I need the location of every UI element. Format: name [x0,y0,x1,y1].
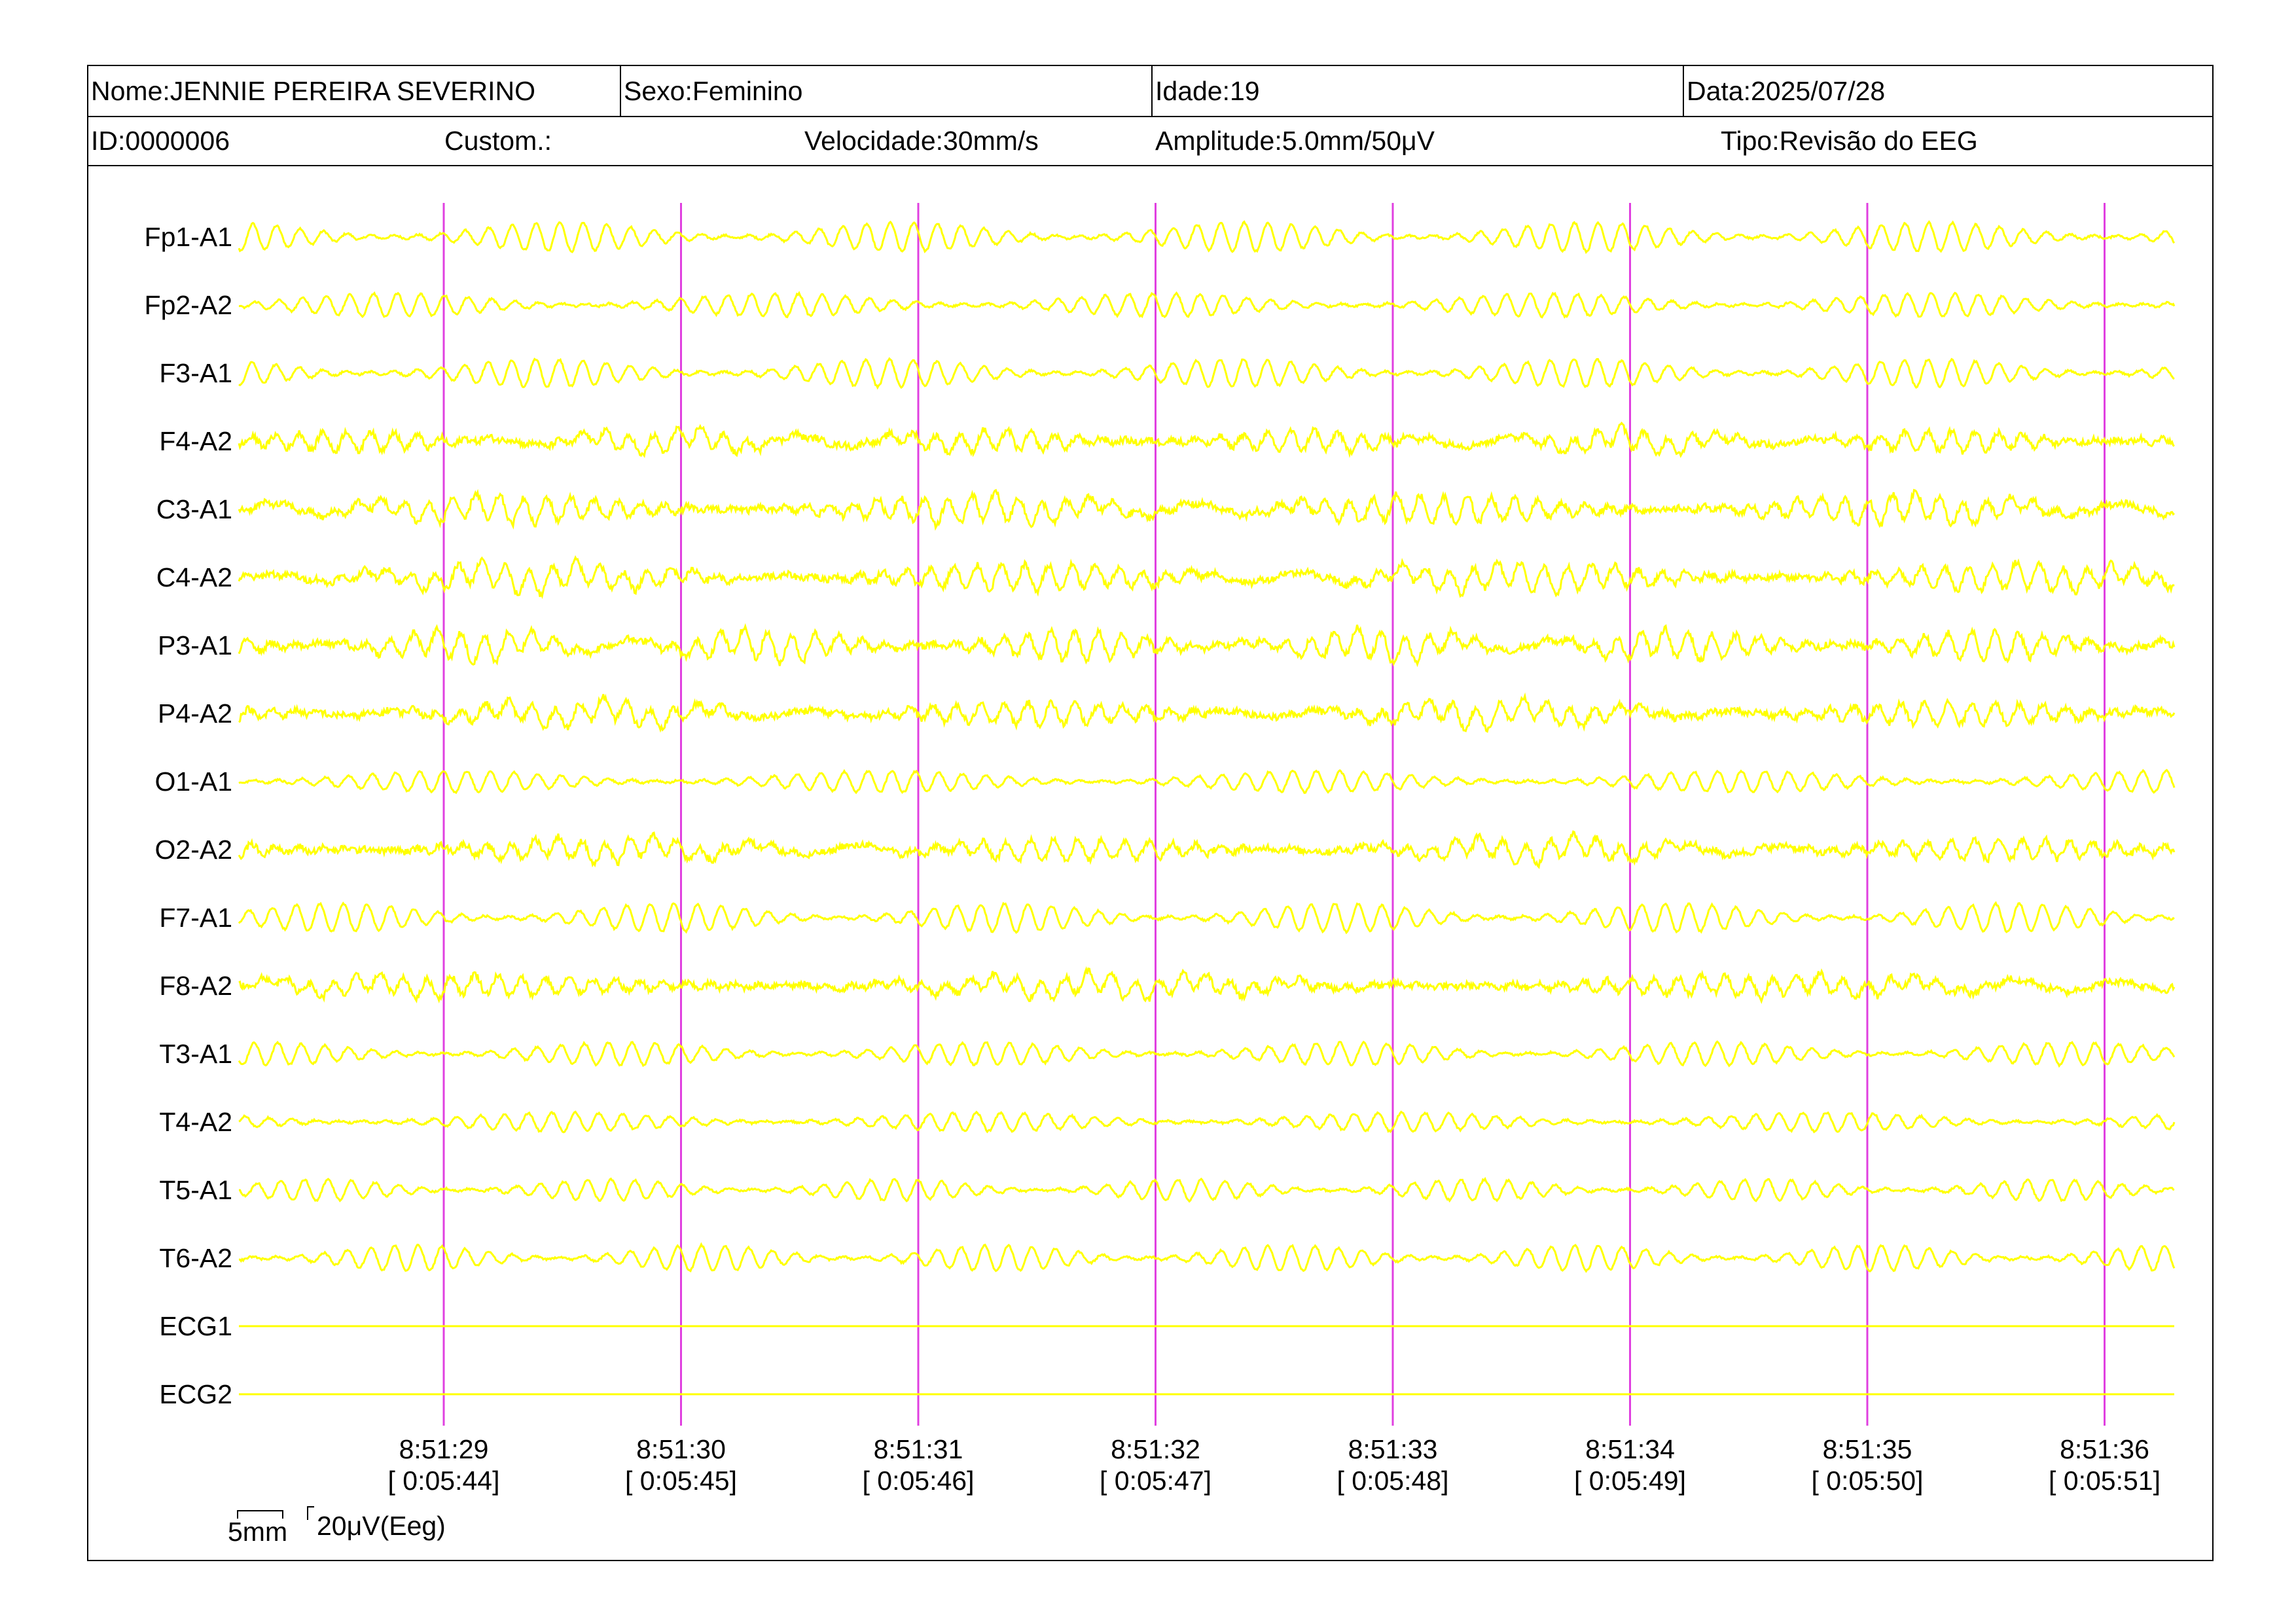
channel-label: ECG2 [159,1379,232,1409]
channel-label: Fp1-A1 [145,222,232,252]
eeg-trace [238,555,2175,600]
eeg-trace [238,488,2175,531]
eeg-trace [238,291,2176,319]
tick-elapsed-label: [ 0:05:46] [863,1466,975,1496]
channel-label: T6-A2 [159,1243,232,1273]
eeg-trace [239,1242,2176,1273]
eeg-trace [238,623,2176,668]
scale-bar: 5mm 20μV(Eeg) [228,1506,446,1547]
second-markers [442,203,2106,1426]
eeg-trace [238,220,2176,255]
eeg-trace [238,768,2176,795]
channel-label: O1-A1 [155,767,233,797]
eeg-trace [239,1176,2175,1203]
tick-elapsed-label: [ 0:05:49] [1574,1466,1686,1496]
eeg-trace [238,421,2175,458]
channel-labels: Fp1-A1 Fp2-A2 F3-A1 F4-A2 C3-A1 C4-A2 P3-A1 P4-… [145,222,232,1409]
paper-speed: Velocidade:30mm/s [804,126,1039,156]
amplitude-setting: Amplitude:5.0mm/50μV [1155,126,1435,156]
tick-time-label: 8:51:29 [399,1434,489,1464]
time-scale-bracket-icon [237,1510,283,1519]
eeg-traces [238,220,2176,1396]
exam-date: Data:2025/07/28 [1687,75,1886,106]
channel-label: Fp2-A2 [145,290,232,320]
tick-elapsed-label: [ 0:05:47] [1100,1466,1211,1496]
tick-time-label: 8:51:34 [1585,1434,1675,1464]
channel-label: P4-A2 [158,698,232,729]
channel-label: C3-A1 [156,494,232,524]
channel-label: C4-A2 [156,562,232,592]
tick-time-label: 8:51:32 [1111,1434,1200,1464]
channel-label: T5-A1 [159,1175,232,1205]
header-row-2: ID:0000006 Custom.: Velocidade:30mm/s Am… [88,117,2212,166]
review-type: Tipo:Revisão do EEG [1721,126,1978,156]
time-axis: 8:51:29[ 0:05:44] 8:51:30[ 0:05:45] 8:51:3… [388,1434,2161,1496]
tick-elapsed-label: [ 0:05:48] [1337,1466,1449,1496]
channel-label: O2-A2 [155,835,233,865]
amp-scale-bracket-icon [307,1506,314,1520]
header-row-1: Nome:JENNIE PEREIRA SEVERINO Sexo:Femini… [88,66,2212,117]
patient-name: Nome:JENNIE PEREIRA SEVERINO [91,75,535,106]
tick-elapsed-label: [ 0:05:51] [2049,1466,2161,1496]
channel-label: F8-A2 [159,971,232,1001]
tick-time-label: 8:51:31 [874,1434,963,1464]
tick-elapsed-label: [ 0:05:50] [1812,1466,1924,1496]
eeg-trace [238,1040,2176,1068]
channel-label: F4-A2 [159,426,232,456]
time-scale-label: 5mm [228,1517,287,1547]
tick-time-label: 8:51:30 [636,1434,726,1464]
eeg-trace [238,692,2176,733]
patient-age: Idade:19 [1155,75,1260,106]
custom-field: Custom.: [444,126,552,156]
eeg-trace [238,830,2176,869]
tick-time-label: 8:51:33 [1348,1434,1438,1464]
eeg-trace [238,357,2175,390]
tick-time-label: 8:51:36 [2060,1434,2149,1464]
patient-sex: Sexo:Feminino [624,75,803,106]
channel-label: P3-A1 [158,630,232,660]
channel-label: T4-A2 [159,1107,232,1137]
patient-id: ID:0000006 [91,126,230,156]
eeg-trace [238,901,2175,935]
channel-label: F7-A1 [159,903,232,933]
header-divider [620,66,621,117]
header-divider [1683,66,1684,117]
channel-label: F3-A1 [159,358,232,388]
channel-label: T3-A1 [159,1039,232,1069]
amp-scale-label: 20μV(Eeg) [317,1511,446,1541]
tick-elapsed-label: [ 0:05:45] [625,1466,737,1496]
header-divider [1151,66,1153,117]
channel-label: ECG1 [159,1311,232,1341]
eeg-trace [238,965,2176,1004]
tick-elapsed-label: [ 0:05:44] [388,1466,500,1496]
tick-time-label: 8:51:35 [1823,1434,1912,1464]
eeg-trace [238,1110,2176,1134]
eeg-report-frame: Nome:JENNIE PEREIRA SEVERINO Sexo:Femini… [87,65,2214,1561]
